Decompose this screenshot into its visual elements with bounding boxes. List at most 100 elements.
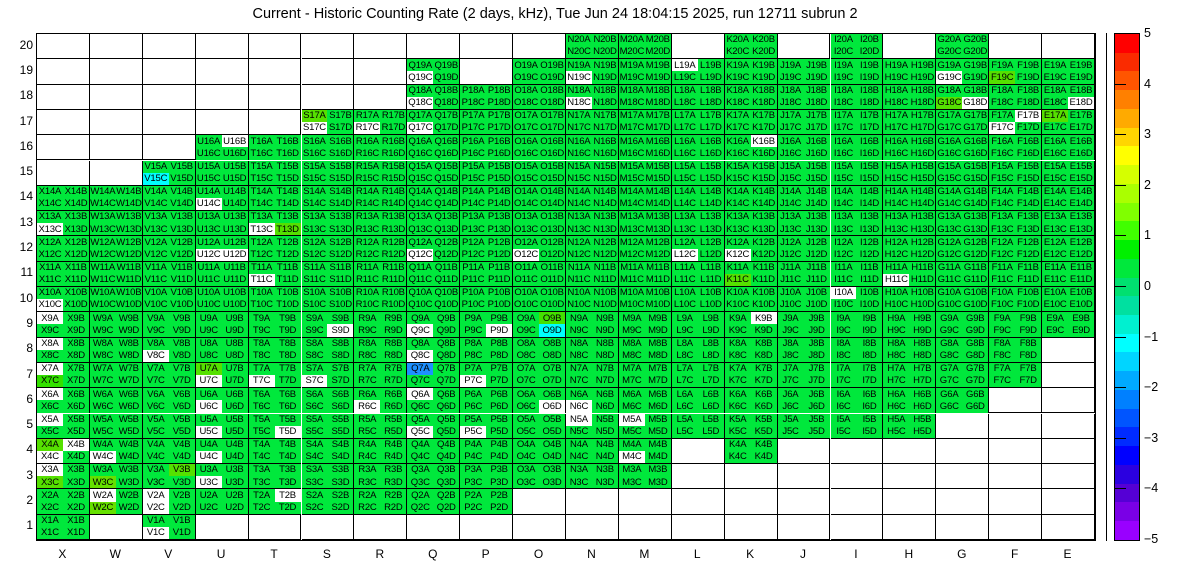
heatmap-cell[interactable]: U11A xyxy=(195,261,222,274)
heatmap-cell[interactable]: S5A xyxy=(301,413,328,426)
heatmap-cell[interactable]: M8A xyxy=(618,337,645,350)
heatmap-cell[interactable]: J6D xyxy=(803,400,830,413)
heatmap-cell[interactable]: O15A xyxy=(513,160,540,173)
heatmap-supercell[interactable]: H13A H13B H13C H13D xyxy=(883,211,937,237)
heatmap-cell[interactable]: N15A xyxy=(566,160,592,173)
heatmap-cell[interactable]: J5A xyxy=(777,413,804,426)
heatmap-cell[interactable]: W14D xyxy=(115,197,142,211)
heatmap-supercell[interactable]: I16A I16B I16C I16D xyxy=(830,135,884,161)
heatmap-cell[interactable]: S3A xyxy=(301,464,328,477)
heatmap-supercell[interactable] xyxy=(248,84,302,110)
heatmap-cell[interactable]: H15C xyxy=(883,172,910,185)
heatmap-supercell[interactable] xyxy=(89,84,143,110)
heatmap-cell[interactable]: Q11A xyxy=(407,261,434,274)
heatmap-cell[interactable]: G9B xyxy=(962,312,989,325)
heatmap-cell[interactable]: J9B xyxy=(803,312,830,325)
heatmap-cell[interactable]: O12A xyxy=(513,236,540,249)
heatmap-cell[interactable]: R6C xyxy=(354,400,381,413)
heatmap-supercell[interactable]: V2A V2B V2C V2D xyxy=(142,489,196,515)
heatmap-cell[interactable]: F7A xyxy=(989,362,1016,376)
heatmap-cell[interactable]: S5D xyxy=(327,425,354,438)
heatmap-cell[interactable]: V11A xyxy=(142,261,169,274)
heatmap-cell[interactable]: R3C xyxy=(354,476,381,489)
heatmap-cell[interactable]: P10B xyxy=(486,287,513,300)
heatmap-cell[interactable]: E11B xyxy=(1068,261,1094,274)
heatmap-cell[interactable]: F11A xyxy=(989,261,1016,274)
heatmap-supercell[interactable]: R16A R16B R16C R16D xyxy=(354,135,408,161)
heatmap-cell[interactable]: U3D xyxy=(221,476,248,489)
heatmap-supercell[interactable] xyxy=(989,388,1043,414)
heatmap-supercell[interactable]: I6A I6B I6C I6D xyxy=(830,388,884,414)
heatmap-supercell[interactable]: I20A I20B I20C I20D xyxy=(830,34,884,60)
heatmap-cell[interactable]: K17D xyxy=(750,122,777,135)
heatmap-cell[interactable]: X11B xyxy=(62,261,89,274)
heatmap-supercell[interactable]: J17A J17B J17C J17D xyxy=(777,109,831,136)
heatmap-cell[interactable]: O19D xyxy=(539,71,565,84)
heatmap-supercell[interactable] xyxy=(830,438,884,465)
heatmap-supercell[interactable]: T16A T16B T16C T16D xyxy=(248,135,302,161)
heatmap-cell[interactable]: Q3D xyxy=(433,476,460,489)
heatmap-cell[interactable]: J10C xyxy=(777,299,804,312)
heatmap-supercell[interactable]: J12A J12B J12C J12D xyxy=(777,236,831,262)
heatmap-cell[interactable]: X13D xyxy=(62,223,89,236)
heatmap-cell[interactable]: Q14B xyxy=(433,185,460,198)
heatmap-cell[interactable]: J8D xyxy=(803,349,830,362)
heatmap-cell[interactable]: O4D xyxy=(539,450,565,464)
heatmap-cell[interactable]: G6C xyxy=(936,400,963,413)
heatmap-cell[interactable]: E18D xyxy=(1068,96,1094,109)
heatmap-cell[interactable]: F16D xyxy=(1015,147,1042,160)
heatmap-cell[interactable]: N6C xyxy=(566,400,592,413)
heatmap-supercell[interactable]: R11A R11B R11C R11D xyxy=(354,261,408,287)
heatmap-cell[interactable]: W11A xyxy=(89,261,116,274)
heatmap-supercell[interactable]: G20A G20B G20C G20D xyxy=(936,34,990,60)
heatmap-cell[interactable]: R15C xyxy=(354,172,381,185)
heatmap-cell[interactable]: P12C xyxy=(460,248,487,261)
heatmap-cell[interactable]: P4C xyxy=(460,450,487,464)
heatmap-cell[interactable]: H18D xyxy=(909,96,936,109)
heatmap-cell[interactable]: X9C xyxy=(37,324,63,337)
heatmap-cell[interactable]: S11A xyxy=(301,261,328,274)
heatmap-cell[interactable]: K12D xyxy=(750,248,777,261)
heatmap-cell[interactable]: J17C xyxy=(777,122,804,135)
heatmap-cell[interactable]: L16A xyxy=(671,135,698,148)
heatmap-supercell[interactable]: E16A E16B E16C E16D xyxy=(1042,135,1095,161)
heatmap-supercell[interactable] xyxy=(1042,464,1095,490)
heatmap-cell[interactable]: J17D xyxy=(803,122,830,135)
heatmap-cell[interactable]: E9C xyxy=(1042,324,1069,337)
heatmap-supercell[interactable]: Q16A Q16B Q16C Q16D xyxy=(407,135,461,161)
heatmap-cell[interactable]: X7C xyxy=(37,375,63,388)
heatmap-cell[interactable]: S2A xyxy=(301,489,328,502)
heatmap-cell[interactable]: Q12C xyxy=(407,248,434,261)
heatmap-supercell[interactable] xyxy=(777,34,831,60)
heatmap-cell[interactable]: R13D xyxy=(380,223,407,236)
heatmap-cell[interactable]: M20C xyxy=(618,46,645,59)
heatmap-cell[interactable]: L8C xyxy=(671,349,698,362)
heatmap-cell[interactable]: S5B xyxy=(327,413,354,426)
heatmap-cell[interactable]: M12A xyxy=(618,236,645,249)
heatmap-cell[interactable]: V7D xyxy=(168,375,195,388)
heatmap-cell[interactable]: R3A xyxy=(354,464,381,477)
heatmap-supercell[interactable]: K19A K19B K19C K19D xyxy=(724,59,778,85)
heatmap-supercell[interactable]: V11A V11B V11C V11D xyxy=(142,261,196,287)
heatmap-cell[interactable]: Q17A xyxy=(407,109,434,123)
heatmap-cell[interactable]: W11C xyxy=(89,273,116,286)
heatmap-supercell[interactable]: P18A P18B P18C P18D xyxy=(460,84,514,110)
heatmap-supercell[interactable] xyxy=(1042,337,1095,363)
heatmap-cell[interactable]: G16A xyxy=(936,135,963,148)
heatmap-cell[interactable]: J6B xyxy=(803,388,830,401)
heatmap-cell[interactable]: G18A xyxy=(936,84,963,97)
heatmap-cell[interactable]: O3C xyxy=(513,476,540,489)
heatmap-supercell[interactable]: X1A X1B X1C X1D xyxy=(37,514,90,540)
heatmap-cell[interactable]: I5B xyxy=(856,413,883,426)
heatmap-cell[interactable]: I8D xyxy=(856,349,883,362)
heatmap-supercell[interactable]: P2A P2B P2C P2D xyxy=(460,489,514,515)
heatmap-cell[interactable]: G20D xyxy=(962,46,989,59)
heatmap-cell[interactable]: J16B xyxy=(803,135,830,148)
heatmap-supercell[interactable]: Q19A Q19B Q19C Q19D xyxy=(407,59,461,85)
heatmap-cell[interactable]: R7B xyxy=(380,362,407,376)
heatmap-cell[interactable]: P15B xyxy=(486,160,513,173)
heatmap-cell[interactable]: G18B xyxy=(962,84,989,97)
heatmap-cell[interactable]: L13B xyxy=(697,211,724,224)
heatmap-cell[interactable]: L10B xyxy=(697,287,724,300)
heatmap-cell[interactable]: T8C xyxy=(248,349,275,362)
